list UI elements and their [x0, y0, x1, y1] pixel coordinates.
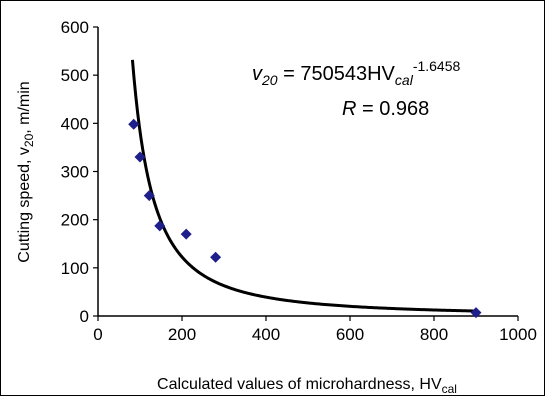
- y-axis-title: Cutting speed, v20, m/min: [16, 81, 36, 262]
- y-tick-label: 600: [61, 18, 89, 37]
- x-tick-label: 1000: [499, 325, 537, 344]
- data-point: [143, 190, 155, 202]
- correlation-coefficient: R = 0.968: [342, 98, 429, 120]
- equation-exponent: -1.6458: [413, 58, 461, 74]
- equation-lhs-variable: v: [252, 63, 263, 85]
- x-tick-label: 0: [93, 325, 102, 344]
- data-point: [180, 228, 192, 240]
- x-tick-label: 800: [420, 325, 448, 344]
- y-tick-label: 400: [61, 114, 89, 133]
- y-tick-label: 500: [61, 66, 89, 85]
- fit-equation: v20 = 750543HVcal-1.6458: [252, 58, 461, 88]
- y-tick-label: 300: [61, 163, 89, 182]
- data-point: [134, 151, 146, 163]
- y-tick-label: 100: [61, 259, 89, 278]
- fit-curve-group: [130, 59, 477, 313]
- equation-subscript: cal: [395, 72, 414, 88]
- data-point: [154, 220, 166, 232]
- data-point: [128, 118, 140, 130]
- x-axis-title-subscript: cal: [442, 382, 457, 396]
- y-axis-title-subscript: 20: [22, 133, 36, 147]
- data-point: [210, 251, 222, 263]
- y-axis-title-pre: Cutting speed, v: [16, 147, 33, 263]
- x-axis-title: Calculated values of microhardness, HVca…: [157, 376, 457, 396]
- fit-curve: [130, 59, 477, 313]
- x-tick-label: 400: [252, 325, 280, 344]
- data-points: [128, 118, 482, 319]
- r-variable: R: [342, 98, 356, 120]
- r-value: = 0.968: [356, 98, 429, 120]
- x-axis-title-text: Calculated values of microhardness, HV: [157, 376, 442, 393]
- x-tick-label: 200: [168, 325, 196, 344]
- y-tick-label: 0: [80, 307, 89, 326]
- y-axis-title-post: , m/min: [16, 81, 33, 133]
- equation-middle: = 750543HV: [278, 63, 396, 85]
- ticks: 0 100 200 300 400 500 600 0 200 400 600 800 1000: [61, 18, 537, 344]
- y-tick-label: 200: [61, 211, 89, 230]
- x-tick-label: 600: [336, 325, 364, 344]
- data-point: [470, 307, 482, 319]
- equation-lhs-subscript: 20: [261, 72, 278, 88]
